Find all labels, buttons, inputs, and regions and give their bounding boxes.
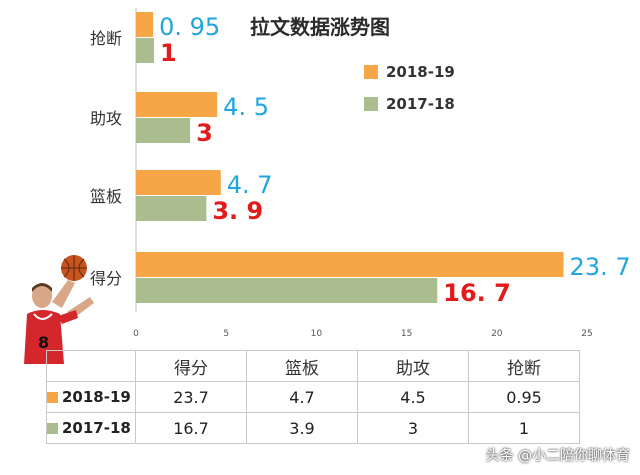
- season-label: 2018-19: [62, 388, 131, 406]
- category-label: 篮板: [90, 187, 122, 206]
- table-header-row: 得分 篮板 助攻 抢断: [46, 350, 580, 382]
- chart-title: 拉文数据涨势图: [250, 15, 390, 39]
- x-tick-label: 5: [223, 329, 229, 339]
- legend-swatch: [364, 65, 378, 79]
- table-cell: 0.95: [468, 381, 580, 413]
- bar: [136, 170, 221, 195]
- labels-layer: 抢断 0. 951 助攻 4. 5 3 篮板 4. 73. 9 得分 23. 7 16. 7 0 5 1…: [90, 13, 631, 339]
- table-cell: 16.7: [135, 412, 247, 444]
- table-header-cell: 得分: [135, 350, 247, 382]
- stats-table: 得分 篮板 助攻 抢断 2018-19 23.7 4.7 4.5 0.95 20…: [46, 350, 580, 444]
- data-label: 3. 9: [212, 197, 263, 225]
- table-cell: 3: [357, 412, 469, 444]
- legend-swatch: [364, 97, 378, 111]
- season-label: 2017-18: [62, 419, 131, 437]
- table-cell: 23.7: [135, 381, 247, 413]
- row-label: 2017-18: [46, 412, 136, 444]
- table-header-cell: [46, 350, 136, 382]
- legend-label: 2018-19: [386, 63, 455, 81]
- x-tick-label: 10: [311, 329, 323, 339]
- data-label: 3: [196, 119, 213, 147]
- x-tick-label: 0: [133, 329, 139, 339]
- table-cell: 1: [468, 412, 580, 444]
- table-header-cell: 抢断: [468, 350, 580, 382]
- bar: [136, 38, 155, 63]
- table-header-cell: 助攻: [357, 350, 469, 382]
- jersey-number: 8: [38, 333, 49, 352]
- legend: 2018-19 2017-18: [364, 63, 455, 113]
- data-label: 4. 7: [227, 171, 273, 199]
- x-tick-label: 15: [401, 329, 412, 339]
- bar: [136, 92, 218, 117]
- table-header-cell: 篮板: [246, 350, 358, 382]
- series-swatch: [47, 423, 58, 434]
- bar: [136, 252, 564, 277]
- table-cell: 3.9: [246, 412, 358, 444]
- watermark: 头条 @小二陪你聊体育: [485, 448, 630, 464]
- table-cell: 4.7: [246, 381, 358, 413]
- x-tick-label: 20: [491, 329, 503, 339]
- data-label: 16. 7: [443, 279, 511, 307]
- bar: [136, 278, 438, 303]
- category-label: 得分: [90, 269, 122, 288]
- table-row: 2018-19 23.7 4.7 4.5 0.95: [46, 381, 580, 413]
- category-label: 助攻: [90, 109, 122, 128]
- category-label: 抢断: [90, 29, 122, 48]
- bars-layer: [136, 12, 564, 303]
- bar: [136, 196, 207, 221]
- bar: [136, 12, 154, 37]
- data-label: 0. 95: [159, 13, 220, 41]
- x-tick-label: 25: [581, 329, 592, 339]
- row-label: 2018-19: [46, 381, 136, 413]
- series-swatch: [47, 392, 58, 403]
- table-row: 2017-18 16.7 3.9 3 1: [46, 412, 580, 444]
- bar: [136, 118, 191, 143]
- data-label: 23. 7: [570, 253, 631, 281]
- data-label: 1: [160, 39, 177, 67]
- data-label: 4. 5: [223, 93, 269, 121]
- legend-label: 2017-18: [386, 95, 455, 113]
- table-cell: 4.5: [357, 381, 469, 413]
